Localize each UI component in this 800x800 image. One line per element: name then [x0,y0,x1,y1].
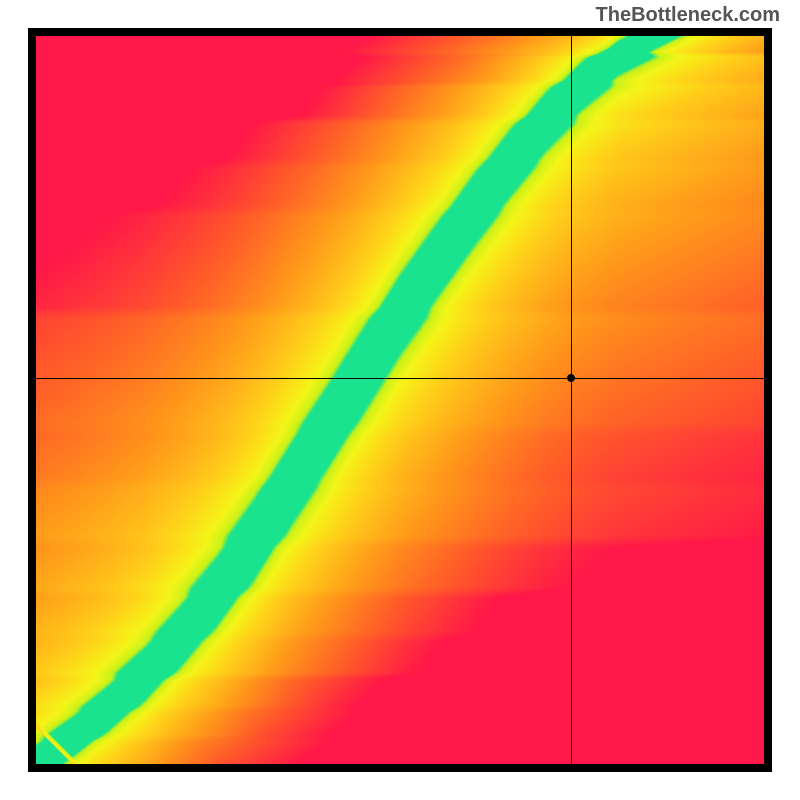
marker-dot [567,374,575,382]
plot-frame [28,28,772,772]
crosshair-horizontal [36,378,764,379]
attribution-text: TheBottleneck.com [596,4,780,27]
heatmap-canvas [36,36,764,764]
chart-container: TheBottleneck.com [0,0,800,800]
crosshair-vertical [571,36,572,764]
